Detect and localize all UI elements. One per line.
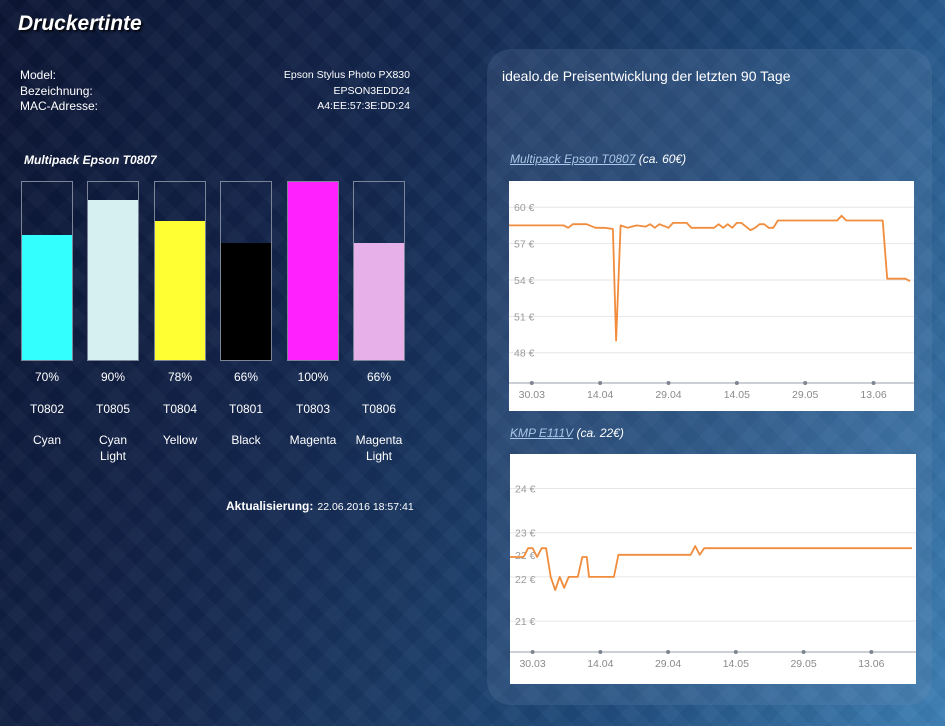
x-tick-label: 29.05 xyxy=(792,389,818,401)
multipack-price-link[interactable]: Multipack Epson T0807 xyxy=(510,152,636,166)
x-tick-label: 30.03 xyxy=(519,389,545,401)
y-tick-label: 21 € xyxy=(515,616,536,628)
x-tick-label: 14.04 xyxy=(587,389,613,401)
ink-percent: 66% xyxy=(233,370,259,384)
y-tick-label: 51 € xyxy=(514,311,535,323)
ink-fill xyxy=(221,242,271,360)
x-tick-mark xyxy=(598,381,603,385)
chart-title-kmp: KMP E111V (ca. 22€) xyxy=(510,426,624,440)
ink-percent: 78% xyxy=(167,370,193,384)
x-tick-mark xyxy=(529,381,534,385)
x-tick-mark xyxy=(598,650,603,654)
price-line xyxy=(509,214,911,342)
x-tick-label: 14.04 xyxy=(587,658,613,670)
x-tick-mark xyxy=(803,381,808,385)
ink-percent: 70% xyxy=(34,370,60,384)
x-tick-mark xyxy=(871,381,876,385)
ink-percent: 100% xyxy=(297,370,329,384)
multipack-price-note: (ca. 60€) xyxy=(638,152,687,166)
price-chart-kmp-svg: 21 € 22 € 22 € 23 € 24 € 30.03 14.04 29.04 14.05… xyxy=(510,484,916,670)
page-title: Druckertinte xyxy=(18,12,142,35)
info-model-label: Model: xyxy=(20,68,57,82)
x-tick-label: 14.05 xyxy=(724,389,750,401)
ink-code: T0806 xyxy=(361,402,397,416)
price-chart-multipack-svg: 48 € 51 € 54 € 57 € 60 € 30.03 14.04 29.04 14.05… xyxy=(509,202,914,401)
ink-code: T0804 xyxy=(162,402,198,416)
info-mac: MAC-Adresse: A4:EE:57:3E:DD:24 xyxy=(20,99,410,114)
y-tick-label: 22 € xyxy=(515,550,536,562)
info-bezeichnung: Bezeichnung: EPSON3EDD24 xyxy=(20,84,410,99)
ink-code: T0803 xyxy=(295,402,331,416)
x-tick-label: 30.03 xyxy=(519,658,545,670)
update-timestamp: 22.06.2016 18:57:41 xyxy=(317,501,414,513)
x-tick-mark xyxy=(869,650,874,654)
kmp-price-link[interactable]: KMP E111V xyxy=(510,426,574,440)
ink-bar-t0801 xyxy=(220,181,272,361)
y-tick-label: 48 € xyxy=(514,348,535,360)
info-mac-value: A4:EE:57:3E:DD:24 xyxy=(317,100,410,112)
chart-title-multipack: Multipack Epson T0807 (ca. 60€) xyxy=(510,152,686,166)
x-tick-label: 13.06 xyxy=(858,658,884,670)
ink-bar-t0803 xyxy=(287,181,339,361)
y-tick-label: 60 € xyxy=(514,202,535,214)
x-tick-label: 14.05 xyxy=(723,658,749,670)
x-tick-mark xyxy=(801,650,806,654)
ink-name: Cyan xyxy=(32,433,61,447)
multipack-title: Multipack Epson T0807 xyxy=(24,153,157,167)
y-tick-label: 22 € xyxy=(515,574,536,586)
kmp-price-note: (ca. 22€) xyxy=(576,426,624,440)
ink-bar-t0804 xyxy=(154,181,206,361)
y-tick-label: 23 € xyxy=(515,528,536,540)
ink-code: T0801 xyxy=(228,402,264,416)
ink-code: T0805 xyxy=(95,402,131,416)
info-bezeichnung-value: EPSON3EDD24 xyxy=(333,85,410,97)
x-tick-mark xyxy=(734,381,739,385)
price-chart-multipack: 48 € 51 € 54 € 57 € 60 € 30.03 14.04 29.04 14.05… xyxy=(509,181,914,411)
ink-name: Cyan Light xyxy=(98,433,127,463)
info-model-value: Epson Stylus Photo PX830 xyxy=(283,69,410,81)
ink-bar-t0806 xyxy=(353,181,405,361)
info-bezeichnung-label: Bezeichnung: xyxy=(20,84,93,98)
ink-name: Yellow xyxy=(162,433,198,447)
x-tick-mark xyxy=(530,650,535,654)
ink-fill xyxy=(288,182,338,360)
ink-fill xyxy=(155,221,205,360)
info-mac-label: MAC-Adresse: xyxy=(20,99,99,113)
ink-percent: 90% xyxy=(100,370,126,384)
price-chart-kmp: 21 € 22 € 22 € 23 € 24 € 30.03 14.04 29.04 14.05… xyxy=(510,454,916,684)
ink-code: T0802 xyxy=(29,402,65,416)
ink-fill xyxy=(354,242,404,360)
y-tick-label: 57 € xyxy=(514,239,535,251)
price-line xyxy=(510,545,912,592)
info-model: Model: Epson Stylus Photo PX830 xyxy=(20,68,410,83)
x-tick-mark xyxy=(666,381,671,385)
x-tick-label: 29.04 xyxy=(655,658,681,670)
x-tick-mark xyxy=(666,650,671,654)
ink-name: Magenta Light xyxy=(355,433,403,463)
x-tick-mark xyxy=(733,650,738,654)
y-tick-label: 24 € xyxy=(515,484,536,496)
x-tick-label: 29.05 xyxy=(790,658,816,670)
update-info: Aktualisierung: 22.06.2016 18:57:41 xyxy=(226,499,414,513)
update-label: Aktualisierung: xyxy=(226,499,314,513)
ink-name: Black xyxy=(231,433,261,447)
x-tick-label: 29.04 xyxy=(655,389,681,401)
ink-fill xyxy=(88,199,138,360)
price-panel-title: idealo.de Preisentwicklung der letzten 9… xyxy=(502,68,791,84)
ink-name: Magenta xyxy=(289,433,337,447)
ink-fill xyxy=(22,235,72,360)
ink-percent: 66% xyxy=(366,370,392,384)
ink-bar-t0805 xyxy=(87,181,139,361)
x-tick-label: 13.06 xyxy=(860,389,886,401)
y-tick-label: 54 € xyxy=(514,275,535,287)
ink-bar-t0802 xyxy=(21,181,73,361)
